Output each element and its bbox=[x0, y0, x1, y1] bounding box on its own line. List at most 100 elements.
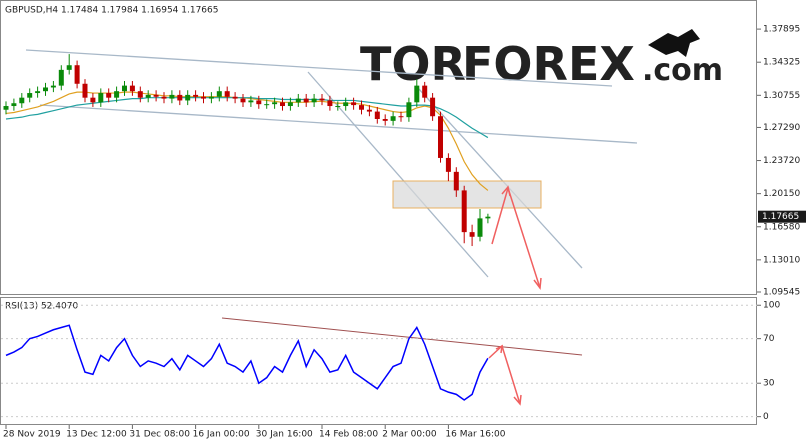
y-tick-label: 1.37895 bbox=[763, 25, 800, 35]
candle-body bbox=[430, 97, 436, 117]
candle-body bbox=[438, 116, 443, 158]
candle-body bbox=[461, 190, 467, 233]
x-tick-label: 2 Mar 00:00 bbox=[382, 430, 437, 440]
candle-body bbox=[145, 94, 151, 98]
x-tick-label: 28 Nov 2019 bbox=[3, 430, 61, 440]
y-tick-label: 1.27290 bbox=[763, 123, 800, 133]
arrowhead bbox=[501, 185, 542, 290]
candle-body bbox=[374, 111, 380, 120]
candle-body bbox=[335, 106, 341, 108]
logo-part: TOR bbox=[360, 37, 466, 91]
candle-body bbox=[50, 85, 56, 88]
candle-body bbox=[98, 93, 104, 103]
y-tick-label: 1.30755 bbox=[763, 91, 800, 101]
channel-line bbox=[25, 49, 613, 87]
candle-body bbox=[216, 91, 222, 97]
candle-body bbox=[311, 98, 317, 103]
candle-body bbox=[90, 97, 96, 103]
candle-body bbox=[224, 91, 230, 97]
candle-body bbox=[232, 96, 238, 99]
logo-part: FOREX bbox=[462, 37, 635, 91]
candle-body bbox=[453, 171, 459, 191]
y-tick-label: 1.23720 bbox=[763, 156, 800, 166]
candle-body bbox=[414, 85, 420, 103]
candle-body bbox=[264, 104, 270, 106]
rsi-title: RSI(13) 52.4070 bbox=[5, 302, 78, 312]
y-tick-label: 0 bbox=[763, 412, 769, 422]
y-tick-label: 1.13010 bbox=[763, 255, 800, 265]
candle-body bbox=[422, 85, 428, 98]
candle-body bbox=[106, 93, 112, 98]
candle-body bbox=[272, 102, 278, 105]
candle-body bbox=[201, 96, 206, 99]
candle-body bbox=[161, 96, 167, 99]
candle-body bbox=[477, 218, 483, 237]
candle-body bbox=[248, 100, 254, 103]
candle-body bbox=[445, 157, 451, 172]
x-tick-label: 16 Jan 00:00 bbox=[193, 430, 250, 440]
y-tick-label: 1.16580 bbox=[763, 222, 800, 232]
x-tick-label: 13 Dec 12:00 bbox=[66, 430, 127, 440]
candle-body bbox=[153, 94, 159, 97]
candle-body bbox=[485, 216, 491, 219]
y-tick-label: 1.20150 bbox=[763, 189, 800, 199]
candle-body bbox=[74, 65, 80, 84]
channel-line bbox=[417, 87, 583, 269]
candle-body bbox=[114, 91, 120, 98]
channel-line bbox=[39, 104, 638, 144]
candle-body bbox=[343, 102, 349, 107]
y-tick-label: 1.34325 bbox=[763, 58, 800, 68]
candle-body bbox=[390, 116, 396, 121]
y-tick-label: 70 bbox=[763, 334, 775, 344]
candle-body bbox=[122, 85, 127, 92]
candle-body bbox=[19, 97, 25, 104]
candle-body bbox=[11, 103, 17, 107]
candle-body bbox=[295, 98, 301, 103]
candle-body bbox=[58, 69, 64, 86]
forecast-arrow bbox=[488, 344, 521, 405]
arrowhead bbox=[495, 344, 522, 406]
candle-body bbox=[240, 98, 246, 103]
candle-body bbox=[398, 116, 404, 118]
candle-body bbox=[327, 100, 333, 107]
rsi-line bbox=[5, 324, 489, 401]
candle-body bbox=[469, 232, 475, 237]
y-tick-label: 30 bbox=[763, 379, 775, 389]
candle-body bbox=[303, 98, 309, 103]
candle-body bbox=[137, 91, 143, 98]
x-tick-label: 14 Feb 08:00 bbox=[319, 430, 378, 440]
candle-body bbox=[351, 102, 357, 106]
candle-body bbox=[169, 94, 175, 99]
candle-body bbox=[3, 106, 9, 110]
candle-body bbox=[366, 109, 372, 112]
price-label: 1.17665 bbox=[762, 212, 799, 222]
resistance-zone bbox=[392, 180, 542, 209]
price-label-bg bbox=[758, 210, 806, 223]
candle-body bbox=[27, 93, 33, 98]
candle-body bbox=[177, 94, 183, 101]
candle-body bbox=[66, 65, 72, 70]
logo-bull bbox=[648, 29, 700, 57]
candle-body bbox=[43, 87, 48, 92]
candle-body bbox=[193, 94, 199, 97]
candle-body bbox=[256, 100, 262, 105]
x-tick-label: 30 Jan 16:00 bbox=[256, 430, 313, 440]
y-tick-label: 1.09545 bbox=[763, 287, 800, 297]
candle-body bbox=[319, 98, 325, 101]
main-frame bbox=[0, 0, 757, 295]
candle-body bbox=[208, 96, 214, 99]
rsi-frame bbox=[0, 297, 757, 425]
y-tick-label: 100 bbox=[763, 301, 780, 311]
candle-body bbox=[35, 91, 41, 94]
candle-body bbox=[280, 102, 285, 107]
candle-body bbox=[129, 85, 135, 92]
candle-body bbox=[406, 102, 412, 118]
candle-body bbox=[287, 102, 293, 107]
rsi-trend-line bbox=[221, 317, 583, 356]
candle-body bbox=[382, 119, 388, 121]
logo-part: .com bbox=[642, 53, 723, 88]
candle-body bbox=[359, 105, 364, 110]
chart-title: GBPUSD,H4 1.17484 1.17984 1.16954 1.1766… bbox=[5, 6, 218, 16]
candle-body bbox=[185, 94, 191, 101]
